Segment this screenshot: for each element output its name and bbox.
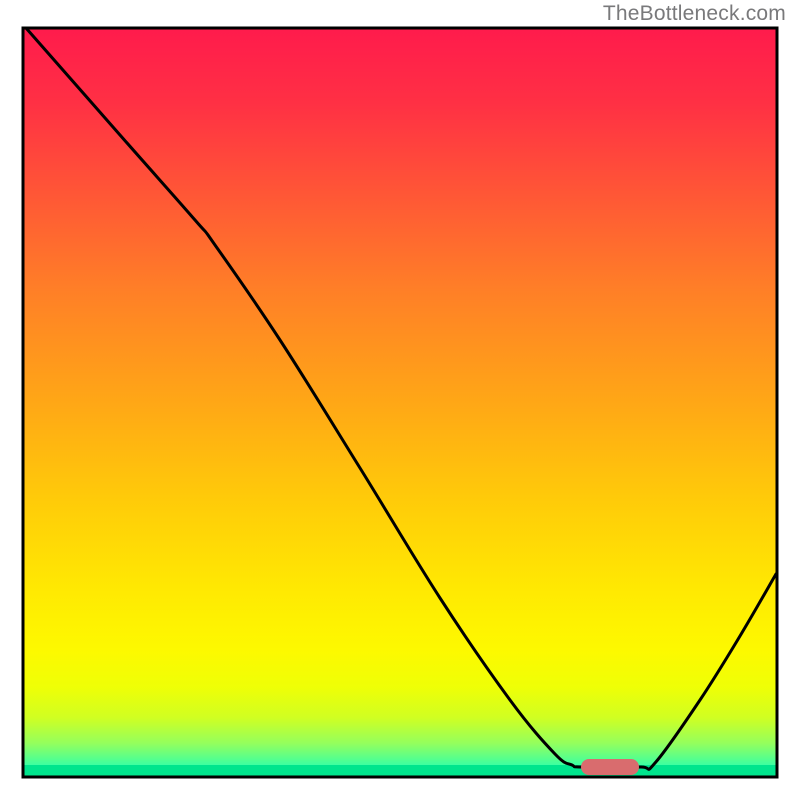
chart-svg <box>0 0 800 800</box>
highlight-marker <box>581 759 639 775</box>
bottom-solid-band <box>23 765 777 777</box>
watermark-text: TheBottleneck.com <box>603 2 786 26</box>
chart-container: TheBottleneck.com <box>0 0 800 800</box>
plot-area <box>23 28 777 777</box>
gradient-background <box>23 28 777 777</box>
